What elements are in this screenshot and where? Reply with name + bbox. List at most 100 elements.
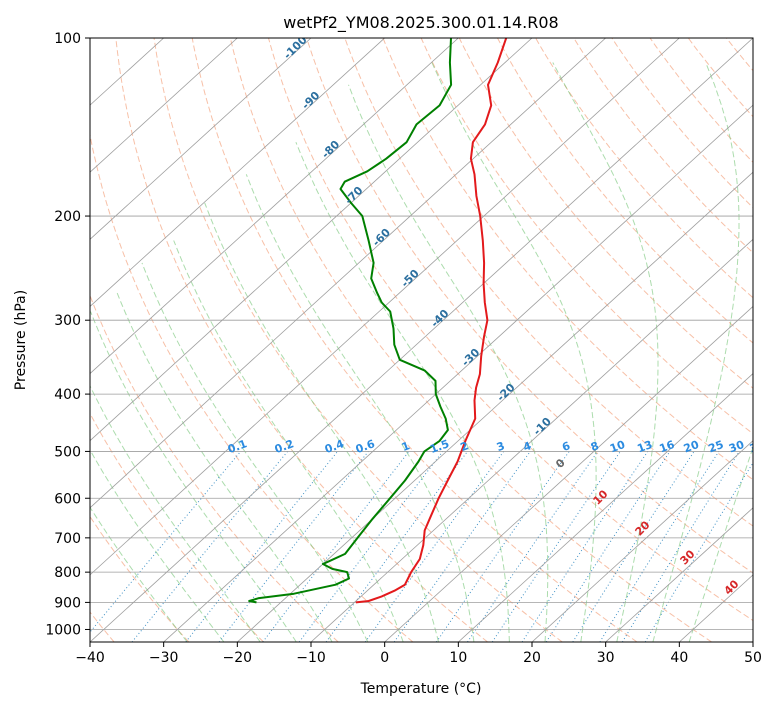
dry-adiabat bbox=[649, 38, 753, 163]
mixing-ratio-label: 0.2 bbox=[273, 437, 296, 456]
mixing-ratio-label: 1.5 bbox=[428, 437, 451, 456]
isotherm-line bbox=[90, 38, 680, 576]
mixing-ratio-line bbox=[599, 451, 720, 642]
mixing-ratio-line bbox=[262, 451, 410, 642]
isotherm-line bbox=[531, 440, 753, 642]
x-tick-label: 20 bbox=[523, 650, 541, 666]
mixing-ratio-line bbox=[131, 451, 288, 642]
dry-adiabat bbox=[420, 38, 753, 435]
dry-adiabat bbox=[382, 38, 753, 481]
dewpoint-profile bbox=[248, 38, 453, 604]
grid-lines bbox=[90, 38, 753, 642]
moist-adiabat bbox=[90, 384, 261, 642]
isotherm-label: -50 bbox=[398, 267, 421, 290]
isotherm-label: -100 bbox=[281, 33, 310, 62]
temperature-profile bbox=[355, 38, 508, 604]
mixing-ratio-line bbox=[435, 451, 570, 642]
dry-adiabat bbox=[90, 515, 190, 642]
isotherm-line bbox=[90, 38, 533, 442]
mixing-ratio-label: 8 bbox=[589, 439, 601, 454]
y-tick-label: 300 bbox=[54, 313, 81, 329]
mixing-ratio-line bbox=[364, 451, 505, 642]
y-tick-label: 200 bbox=[54, 209, 81, 225]
red-label: 30 bbox=[678, 547, 698, 567]
zero-isotherm-label: 0 bbox=[553, 456, 568, 471]
profile-lines bbox=[248, 38, 508, 604]
isotherm-line bbox=[237, 171, 753, 642]
plot-frame bbox=[89, 37, 754, 643]
y-tick-label: 900 bbox=[54, 595, 81, 611]
mixing-ratio-label: 13 bbox=[635, 438, 654, 455]
isotherm-label: -90 bbox=[299, 89, 322, 112]
mixing-ratio-label: 2 bbox=[459, 439, 471, 454]
mixing-ratio-line bbox=[545, 451, 671, 642]
mixing-ratio-line bbox=[298, 451, 444, 642]
isotherm-line bbox=[90, 38, 753, 642]
mixing-ratio-label: 4 bbox=[521, 439, 533, 454]
y-tick-label: 500 bbox=[54, 444, 81, 460]
dry-adiabat bbox=[268, 38, 753, 622]
mixing-ratio-line bbox=[185, 451, 338, 642]
isotherm-line bbox=[90, 38, 238, 173]
dry-adiabat bbox=[765, 38, 775, 642]
moist-adiabat bbox=[552, 62, 659, 642]
moist-adiabat bbox=[90, 506, 188, 642]
mixing-ratio-label: 0.4 bbox=[323, 437, 346, 456]
mixing-ratio-label: 30 bbox=[727, 438, 746, 456]
isotherm-label: -70 bbox=[342, 184, 365, 207]
mixing-ratio-label: 36 bbox=[748, 438, 767, 456]
dry-adiabat bbox=[687, 38, 753, 118]
isotherm-line bbox=[458, 373, 753, 642]
isotherm-label: -20 bbox=[494, 381, 517, 404]
x-tick-label: 40 bbox=[670, 650, 688, 666]
moist-adiabat bbox=[245, 174, 475, 642]
mixing-ratio-line bbox=[644, 461, 753, 642]
isotherm-line bbox=[384, 305, 753, 642]
dry-adiabat bbox=[458, 38, 753, 389]
dry-adiabat bbox=[726, 38, 753, 72]
dry-adiabat bbox=[573, 38, 753, 254]
y-tick-label: 1000 bbox=[45, 622, 81, 638]
y-tick-label: 800 bbox=[54, 565, 81, 581]
y-tick-label: 400 bbox=[54, 387, 81, 403]
plot-area: -100 -90 -80-70-60-50 -40 -30 -20 -10 0.1 0.2 0.4… bbox=[90, 33, 775, 642]
y-axis-title: Pressure (hPa) bbox=[13, 290, 29, 390]
x-tick-label: 0 bbox=[380, 650, 389, 666]
isotherm-line bbox=[310, 238, 753, 642]
isotherm-label: -60 bbox=[370, 226, 393, 249]
isotherm-line bbox=[163, 104, 753, 642]
x-axis: −40 −30 −20 −10 0 10 20 30 40 50 bbox=[75, 642, 762, 666]
mixing-ratio-line bbox=[325, 451, 468, 642]
dry-adiabat bbox=[611, 38, 753, 209]
dry-adiabat bbox=[153, 38, 563, 642]
mixing-ratio-label: 25 bbox=[707, 438, 726, 455]
x-tick-label: −40 bbox=[75, 650, 105, 666]
y-tick-label: 100 bbox=[54, 31, 81, 47]
y-tick-label: 600 bbox=[54, 491, 81, 507]
moist-adiabat bbox=[90, 311, 297, 642]
x-tick-label: −20 bbox=[223, 650, 253, 666]
y-tick-label: 700 bbox=[54, 531, 81, 547]
isotherm-line bbox=[90, 38, 312, 240]
dry-adiabat bbox=[535, 38, 753, 299]
mixing-ratio-label: 0.6 bbox=[354, 437, 377, 456]
moist-adiabat bbox=[688, 445, 753, 642]
isotherm-line bbox=[90, 38, 385, 307]
mixing-ratio-label: 16 bbox=[658, 438, 677, 456]
mixing-ratio-line bbox=[491, 451, 621, 642]
x-tick-label: 50 bbox=[744, 650, 762, 666]
y-axis: 100 200 300 400 500 600 700 800 900 1000 bbox=[45, 31, 90, 638]
mixing-ratio-label: 6 bbox=[560, 439, 572, 454]
dry-adiabat bbox=[90, 412, 264, 642]
isotherm-line bbox=[752, 641, 753, 642]
moist-adiabat bbox=[348, 84, 549, 642]
mixing-ratio-line bbox=[621, 451, 740, 642]
mixing-ratio-label: 3 bbox=[495, 439, 507, 454]
isotherm-line bbox=[605, 507, 753, 642]
mixing-ratio-line bbox=[218, 451, 369, 642]
dry-adiabat bbox=[496, 38, 753, 344]
x-tick-label: 30 bbox=[597, 650, 615, 666]
red-label: 20 bbox=[633, 518, 653, 538]
isotherm-line bbox=[90, 38, 606, 509]
